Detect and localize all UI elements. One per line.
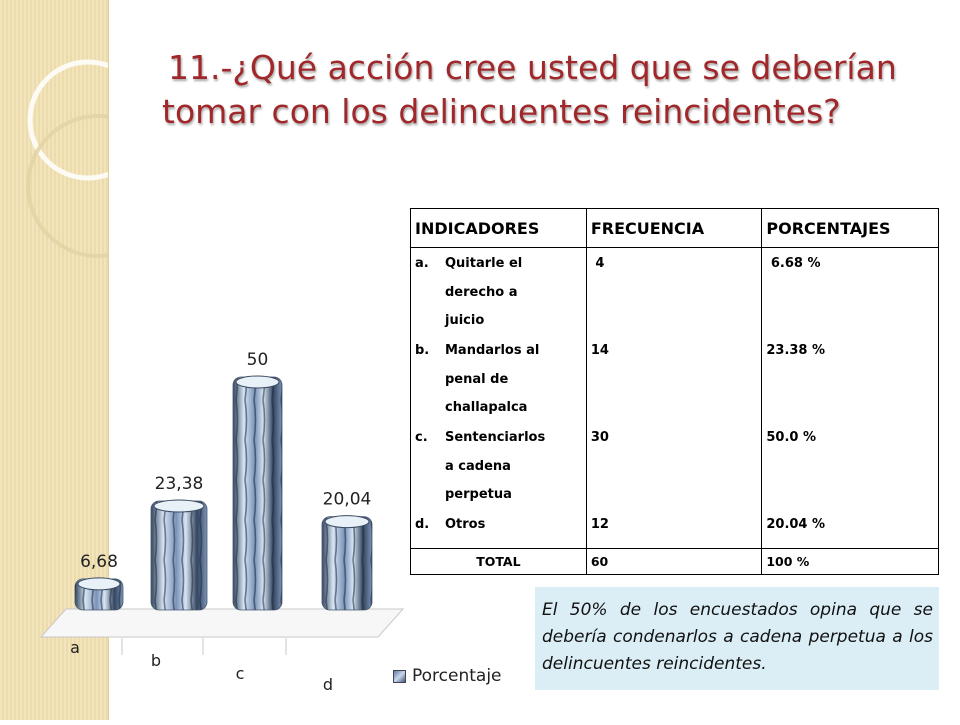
- frequency-a: 4: [591, 250, 758, 337]
- indicator-text: Mandarlos al penal de challapalca: [445, 337, 561, 423]
- indicators-cell: a. Quitarle el derecho a juicio b. Mandarl…: [410, 247, 587, 549]
- percentage-a: 6.68 %: [766, 250, 934, 337]
- indicator-line: Sentenciarlos: [445, 430, 546, 445]
- category-label-a: a: [70, 638, 80, 657]
- data-label-d: 20,04: [323, 490, 372, 510]
- frequency-table: INDICADORES FRECUENCIA PORCENTAJES a. Qu…: [410, 208, 939, 575]
- indicator-line: Mandarlos al: [445, 343, 540, 358]
- indicator-line: derecho a: [445, 284, 518, 300]
- percentage-b: 23.38 %: [766, 343, 826, 358]
- category-label-d: d: [323, 675, 333, 694]
- conclusion-note: El 50% de los encuestados opina que se d…: [535, 587, 939, 690]
- category-label-b: b: [151, 651, 161, 670]
- bar-cap: [235, 375, 280, 389]
- percentage-cell: 6.68 % 23.38 % 50.0 % 20.04 %: [761, 247, 939, 549]
- total-label: TOTAL: [410, 548, 587, 575]
- table-header-row: INDICADORES FRECUENCIA PORCENTAJES: [410, 208, 939, 248]
- header-frecuencia: FRECUENCIA: [585, 208, 763, 248]
- bar-cap: [77, 577, 121, 591]
- frequency-value: 4: [595, 256, 605, 271]
- frequency-c: 30: [590, 430, 609, 445]
- chart-floor: [39, 608, 405, 638]
- indicator-letter: a.: [415, 256, 429, 271]
- indicator-line: penal de: [445, 371, 509, 387]
- header-porcentajes: PORCENTAJES: [761, 208, 939, 248]
- percentage-c: 50.0 %: [766, 430, 816, 445]
- frequency-d: 12: [590, 517, 609, 532]
- indicator-d: d. Otros: [415, 511, 582, 539]
- indicator-letter: b.: [415, 343, 430, 358]
- slide-title: 11.-¿Qué acción cree usted que se deberí…: [162, 46, 942, 134]
- percentage-d: 20.04 %: [766, 517, 826, 532]
- indicator-line: juicio: [445, 313, 485, 328]
- indicator-line: Quitarle el: [445, 256, 523, 271]
- indicator-text: Sentenciarlos a cadena perpetua: [445, 424, 561, 510]
- indicator-b: b. Mandarlos al penal de challapalca: [415, 337, 582, 424]
- bar-texture: [233, 377, 282, 610]
- total-frequency: 60: [585, 548, 763, 575]
- indicator-a: a. Quitarle el derecho a juicio: [415, 250, 582, 337]
- data-label-c: 50: [247, 350, 269, 370]
- indicator-line: perpetua: [445, 487, 512, 502]
- legend-label: Porcentaje: [412, 666, 502, 686]
- category-label-c: c: [236, 664, 245, 683]
- indicator-line: challapalca: [445, 400, 528, 415]
- header-indicadores: INDICADORES: [410, 208, 587, 248]
- indicator-text: Otros: [445, 517, 486, 532]
- title-line-1: 11.-¿Qué acción cree usted que se deberí…: [168, 48, 897, 87]
- frequency-b: 14: [590, 343, 609, 358]
- data-label-a: 6,68: [80, 552, 118, 572]
- table-body-row: a. Quitarle el derecho a juicio b. Mandarl…: [410, 247, 939, 549]
- title-line-2: tomar con los delincuentes reincidentes?: [162, 92, 841, 131]
- data-label-b: 23,38: [155, 474, 204, 494]
- frequency-cell: 4 14 30 12: [585, 247, 763, 549]
- bar-texture: [322, 516, 372, 610]
- indicator-letter: c.: [415, 430, 428, 445]
- bar-texture: [151, 501, 207, 610]
- chart-legend: Porcentaje: [393, 666, 502, 686]
- legend-swatch: [393, 669, 406, 683]
- indicator-line: a cadena: [445, 458, 511, 474]
- indicator-text: Quitarle el derecho a juicio: [445, 250, 561, 336]
- indicator-letter: d.: [415, 517, 430, 532]
- total-percentage: 100 %: [761, 548, 939, 575]
- table-total-row: TOTAL 60 100 %: [410, 548, 939, 575]
- bar-cap: [324, 515, 370, 529]
- bar-cap: [153, 499, 205, 513]
- percentage-value: 6.68 %: [770, 256, 821, 271]
- indicator-c: c. Sentenciarlos a cadena perpetua: [415, 424, 582, 511]
- bar-chart: 6,68 a 23,38 b 50 c 20,04 d: [39, 350, 405, 694]
